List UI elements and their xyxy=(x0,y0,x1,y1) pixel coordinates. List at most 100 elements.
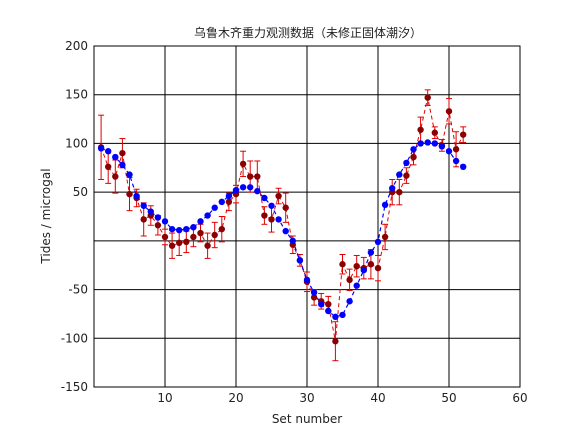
grid xyxy=(94,46,520,387)
observed-point xyxy=(310,294,318,301)
observed-point xyxy=(247,173,254,180)
model-point xyxy=(176,226,183,234)
model-point xyxy=(161,218,169,225)
model-point xyxy=(374,238,382,246)
model-point xyxy=(119,161,126,169)
observed-point xyxy=(268,216,275,223)
model-point xyxy=(268,202,275,209)
observed-point xyxy=(452,146,460,153)
model-point xyxy=(318,300,325,308)
model-point xyxy=(105,148,112,155)
model-point xyxy=(204,212,211,219)
model-point xyxy=(126,171,133,178)
model-point xyxy=(133,192,140,200)
model-point xyxy=(438,143,446,150)
observed-point xyxy=(211,231,218,239)
observed-point xyxy=(346,276,353,284)
model-point xyxy=(190,224,197,231)
y-tick-label: -50 xyxy=(68,283,88,297)
plot-frame xyxy=(93,45,521,388)
observed-point xyxy=(126,190,133,198)
y-tick-label: 50 xyxy=(73,185,88,199)
y-tick-label: 150 xyxy=(65,88,88,102)
model-point xyxy=(360,266,367,274)
model-point xyxy=(183,225,190,233)
x-tick-label: 50 xyxy=(441,391,456,405)
observed-point xyxy=(381,233,389,241)
observed-point xyxy=(176,239,183,247)
model-point xyxy=(417,140,424,147)
y-tick-label: -150 xyxy=(61,380,88,394)
model-point xyxy=(147,208,154,215)
observed-point xyxy=(431,129,438,136)
model-point xyxy=(403,159,410,167)
model-point xyxy=(261,194,268,202)
model-point xyxy=(154,214,162,221)
model-point xyxy=(381,201,389,209)
model-point xyxy=(410,146,417,153)
observed-point xyxy=(374,264,382,272)
chart-title: 乌鲁木齐重力观测数据（未修正固体潮汐） xyxy=(194,25,422,40)
model-point xyxy=(353,282,360,289)
x-axis-ticks: 10 20 30 40 50 60 xyxy=(157,391,527,405)
x-tick-label: 60 xyxy=(512,391,527,405)
observed-series-line xyxy=(100,97,464,342)
model-point xyxy=(303,276,311,284)
observed-point xyxy=(154,222,162,229)
model-point xyxy=(282,227,289,235)
model-point xyxy=(225,192,233,200)
observed-point xyxy=(168,242,176,249)
observed-point xyxy=(140,216,147,223)
model-point xyxy=(168,225,176,233)
model-point xyxy=(452,157,460,165)
model-point xyxy=(332,313,339,321)
observed-point xyxy=(282,204,289,211)
model-point xyxy=(275,216,282,223)
y-axis-ticks: -150 -100 -50 50 100 150 200 xyxy=(61,39,88,394)
model-point xyxy=(424,139,431,146)
observed-point xyxy=(105,163,112,171)
model-point xyxy=(445,148,453,155)
x-axis-label: Set number xyxy=(272,412,342,426)
observed-point xyxy=(239,160,247,168)
model-point xyxy=(367,249,375,256)
y-tick-label: 100 xyxy=(65,136,88,150)
observed-point xyxy=(367,261,375,268)
model-point xyxy=(140,202,147,209)
observed-point xyxy=(339,261,346,268)
observed-point xyxy=(445,108,453,115)
y-tick-label: 200 xyxy=(65,39,88,53)
model-point xyxy=(289,237,296,245)
model-series-line xyxy=(100,141,464,318)
observed-point xyxy=(197,229,204,237)
observed-point xyxy=(353,262,360,270)
model-point xyxy=(339,311,346,319)
x-tick-label: 10 xyxy=(157,391,172,405)
observed-point xyxy=(410,153,417,161)
observed-point xyxy=(190,233,197,241)
model-point xyxy=(239,184,247,191)
model-point xyxy=(197,218,204,225)
model-point xyxy=(460,163,467,171)
observed-point xyxy=(204,242,211,249)
observed-point xyxy=(403,172,410,179)
model-point xyxy=(389,185,396,192)
observed-point xyxy=(325,300,332,308)
model-point xyxy=(232,186,240,194)
observed-point xyxy=(183,238,190,246)
x-tick-label: 40 xyxy=(370,391,385,405)
model-point xyxy=(431,140,438,147)
model-point xyxy=(218,198,225,206)
observed-point xyxy=(218,225,225,233)
observed-point xyxy=(225,198,233,206)
observed-point xyxy=(417,126,424,133)
x-tick-label: 30 xyxy=(299,391,314,405)
y-axis-label: Tides / microgal xyxy=(39,168,53,264)
observed-point xyxy=(112,173,119,180)
model-point xyxy=(325,307,332,315)
observed-point xyxy=(254,173,261,180)
model-point xyxy=(112,153,119,161)
observed-point xyxy=(424,94,431,101)
observed-point xyxy=(275,192,282,200)
